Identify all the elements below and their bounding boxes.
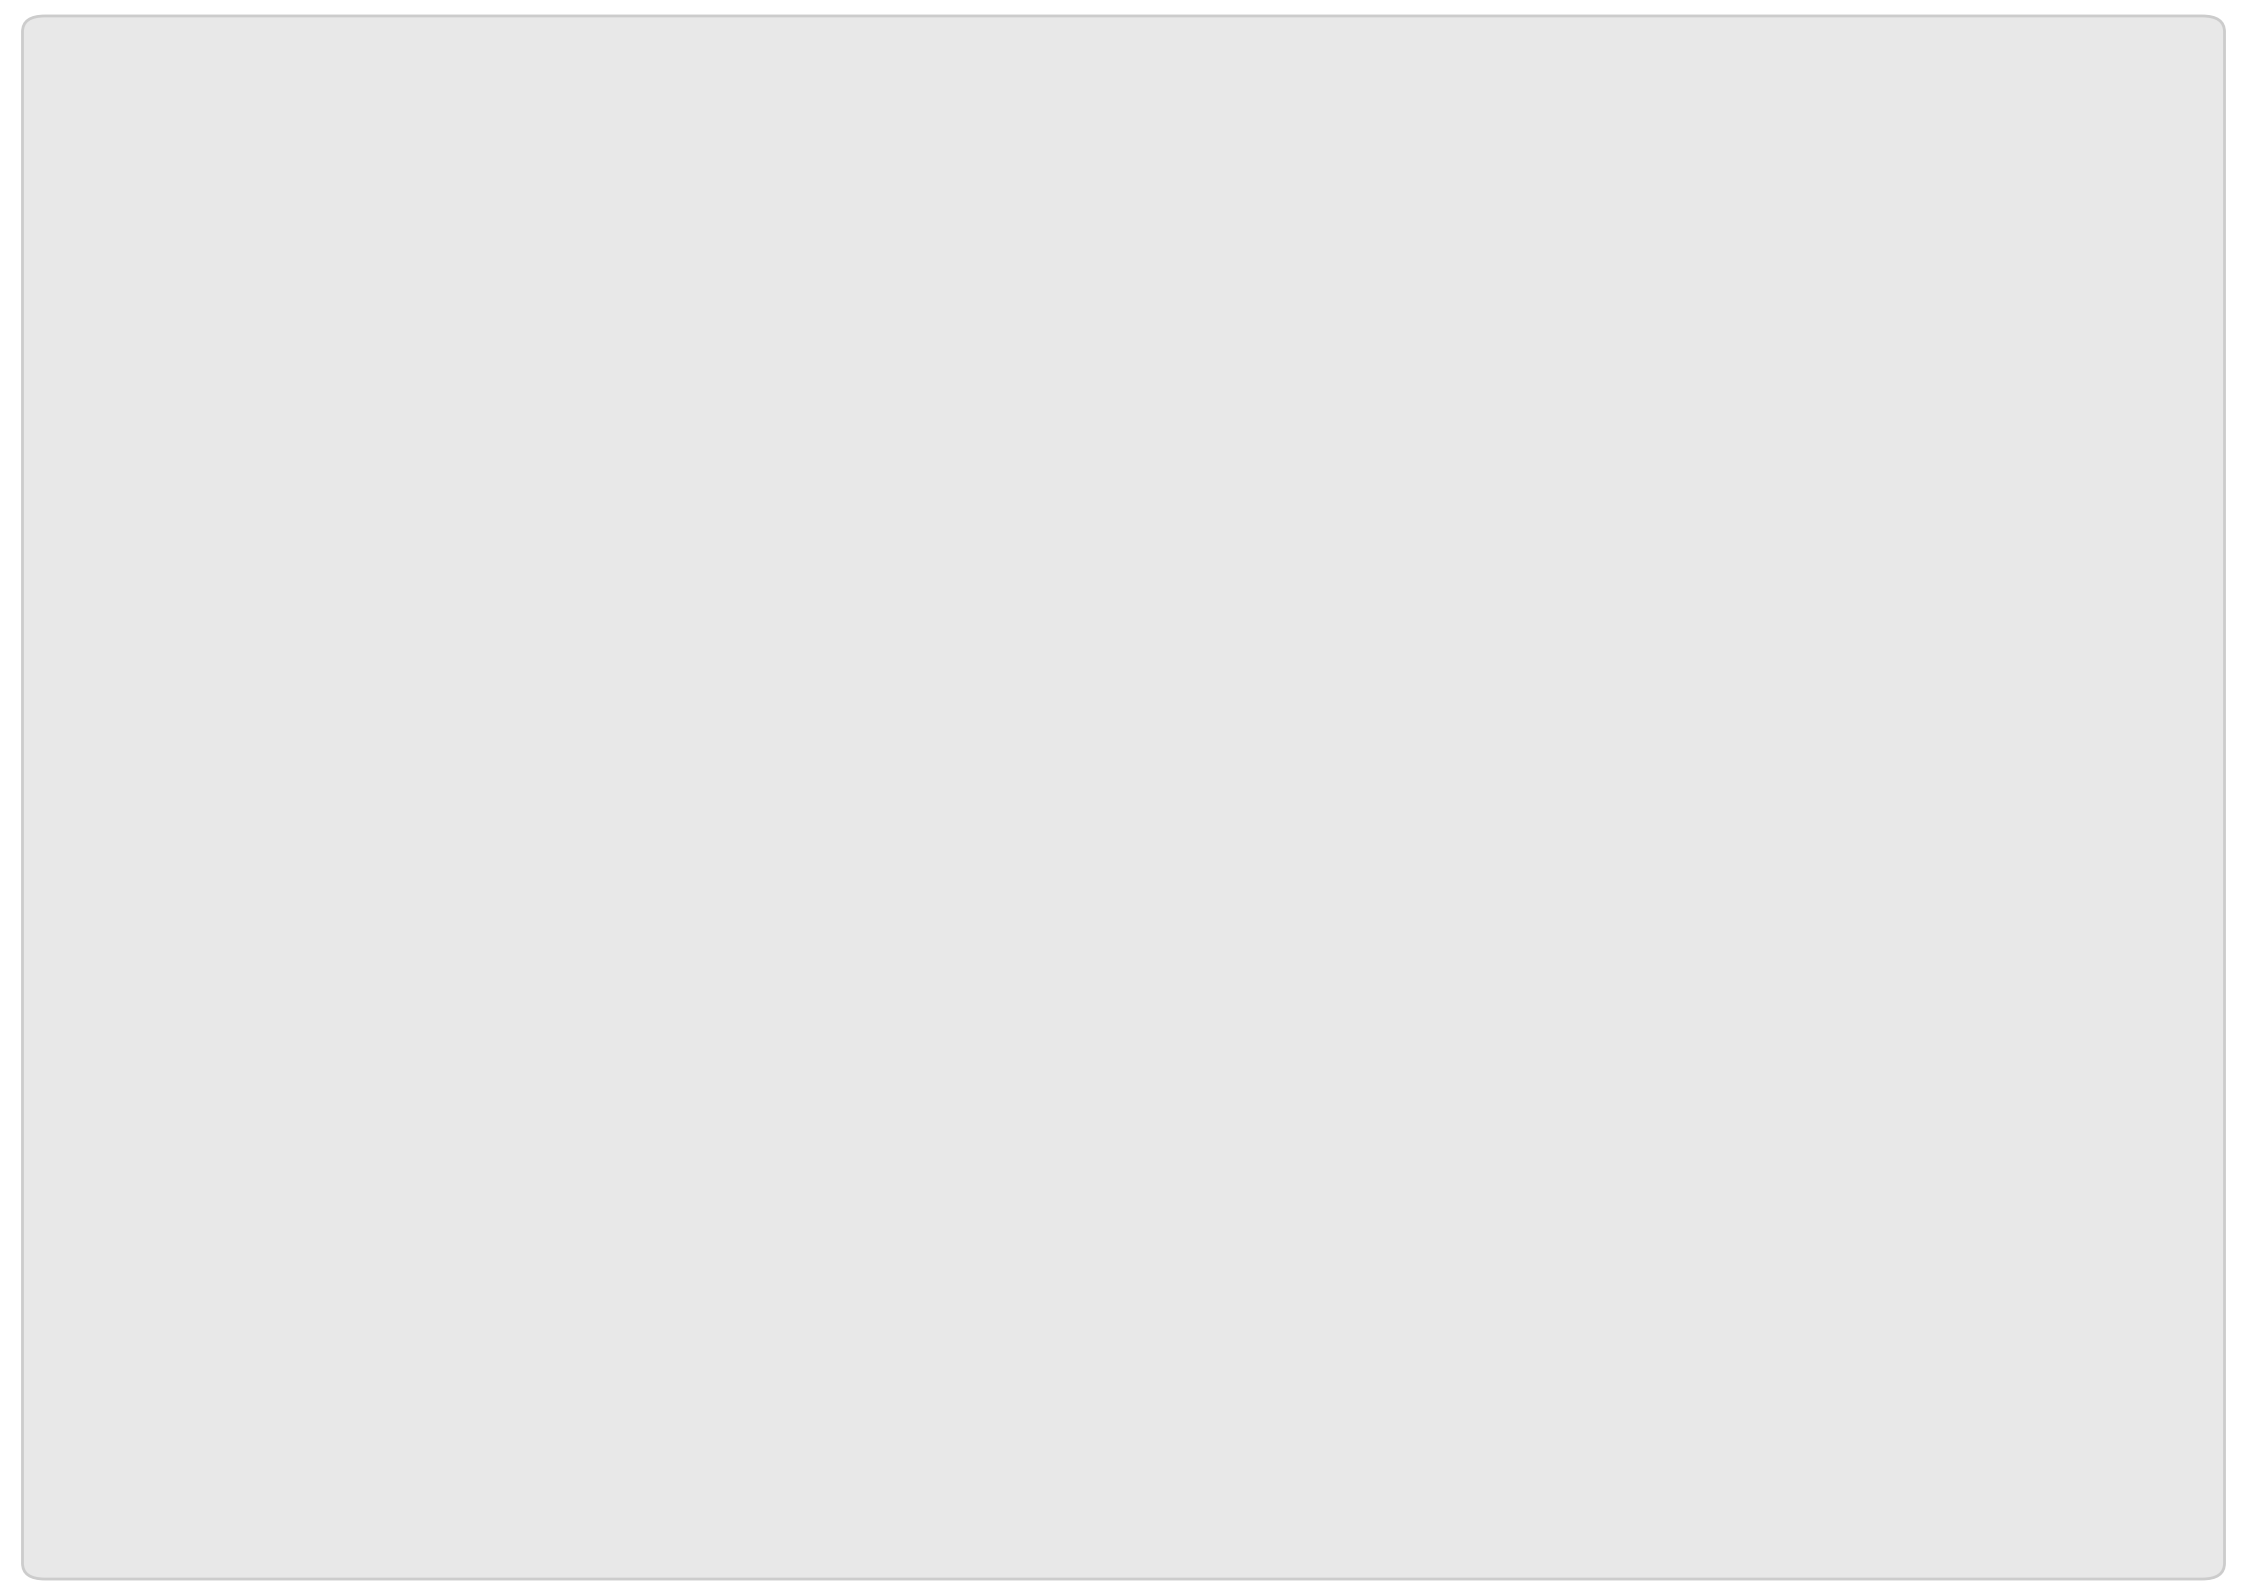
Wedge shape	[1002, 265, 1124, 751]
Text: 4%: 4%	[950, 399, 1031, 443]
Text: 91%: 91%	[1121, 939, 1236, 986]
Legend: Portland Metro, Other  Metropolitan Areas, Rural: Portland Metro, Other Metropolitan Areas…	[427, 1426, 1820, 1499]
Text: 4%: 4%	[1036, 352, 1115, 397]
Wedge shape	[638, 265, 1609, 1238]
Wedge shape	[888, 279, 1124, 751]
Title: Share of Congested Lane Miles - 2023: Share of Congested Lane Miles - 2023	[589, 62, 1658, 110]
